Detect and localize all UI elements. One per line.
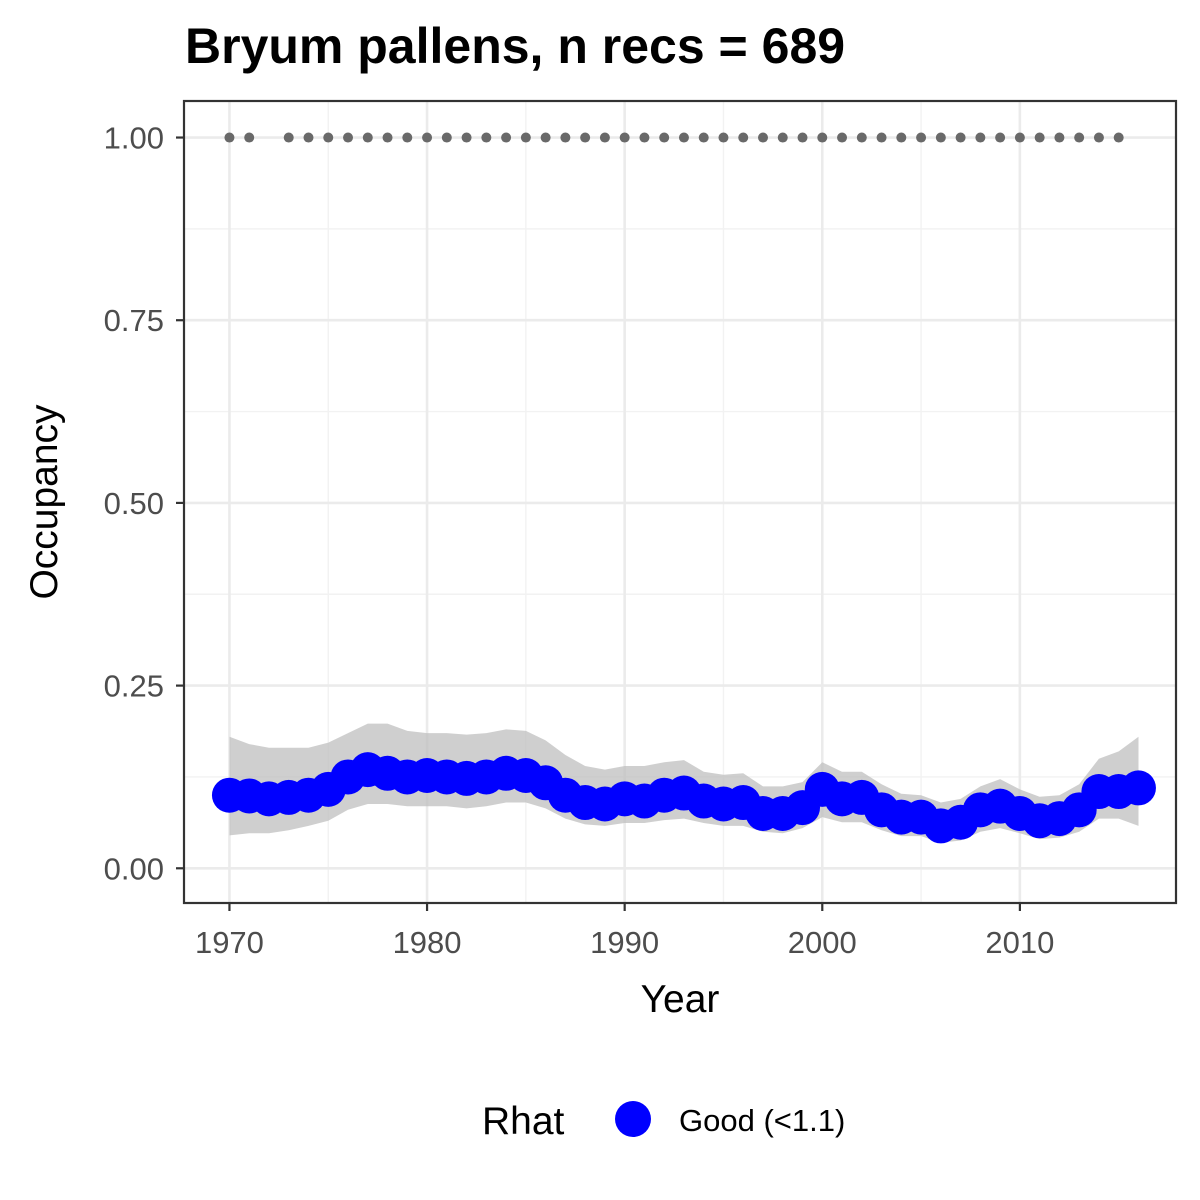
detection-point — [1034, 132, 1045, 143]
detection-point — [876, 132, 887, 143]
x-axis-title: Year — [641, 978, 720, 1021]
chart-title: Bryum pallens, n recs = 689 — [185, 18, 845, 74]
detection-point — [896, 132, 907, 143]
detection-point — [995, 132, 1006, 143]
detection-point — [777, 132, 788, 143]
detection-point — [856, 132, 867, 143]
detection-point — [797, 132, 808, 143]
detection-point — [817, 132, 828, 143]
detection-point — [560, 132, 571, 143]
detection-point — [738, 132, 749, 143]
detection-point — [283, 132, 294, 143]
x-axis: 1970 1980 1990 2000 2010 — [195, 903, 1054, 960]
detection-point — [659, 132, 670, 143]
y-tick-label: 0.00 — [104, 851, 164, 886]
detection-point — [303, 132, 314, 143]
detection-point — [540, 132, 551, 143]
detection-point — [916, 132, 927, 143]
detection-point — [955, 132, 966, 143]
legend-label-good: Good (<1.1) — [679, 1103, 845, 1138]
detection-point — [698, 132, 709, 143]
y-tick-label: 0.50 — [104, 486, 164, 521]
occupancy-point — [1120, 770, 1156, 806]
detection-point — [402, 132, 413, 143]
detection-point — [975, 132, 986, 143]
detection-point — [935, 132, 946, 143]
detection-point — [639, 132, 650, 143]
legend-key-good — [615, 1101, 651, 1137]
legend-title: Rhat — [482, 1100, 565, 1143]
y-axis-title: Occupancy — [23, 404, 66, 600]
detection-point — [461, 132, 472, 143]
detection-point — [718, 132, 729, 143]
legend: Rhat Good (<1.1) — [482, 1100, 845, 1143]
detection-points — [224, 132, 1124, 143]
detection-point — [244, 132, 255, 143]
detection-point — [382, 132, 393, 143]
y-tick-label: 0.25 — [104, 669, 164, 704]
detection-point — [1113, 132, 1124, 143]
detection-point — [481, 132, 492, 143]
x-tick-label: 1990 — [590, 925, 659, 960]
detection-point — [441, 132, 452, 143]
detection-point — [1093, 132, 1104, 143]
x-tick-label: 1970 — [195, 925, 264, 960]
detection-point — [580, 132, 591, 143]
detection-point — [520, 132, 531, 143]
detection-point — [757, 132, 768, 143]
detection-point — [323, 132, 334, 143]
detection-point — [224, 132, 235, 143]
detection-point — [1054, 132, 1065, 143]
detection-point — [619, 132, 630, 143]
x-tick-label: 2000 — [788, 925, 857, 960]
y-axis: 0.00 0.25 0.50 0.75 1.00 — [104, 121, 184, 886]
x-tick-label: 2010 — [985, 925, 1054, 960]
detection-point — [501, 132, 512, 143]
x-tick-label: 1980 — [393, 925, 462, 960]
detection-point — [362, 132, 373, 143]
y-tick-label: 1.00 — [104, 121, 164, 156]
detection-point — [837, 132, 848, 143]
detection-point — [422, 132, 433, 143]
detection-point — [1014, 132, 1025, 143]
detection-point — [343, 132, 354, 143]
y-tick-label: 0.75 — [104, 303, 164, 338]
occupancy-points — [211, 752, 1156, 844]
detection-point — [1074, 132, 1085, 143]
detection-point — [599, 132, 610, 143]
detection-point — [678, 132, 689, 143]
